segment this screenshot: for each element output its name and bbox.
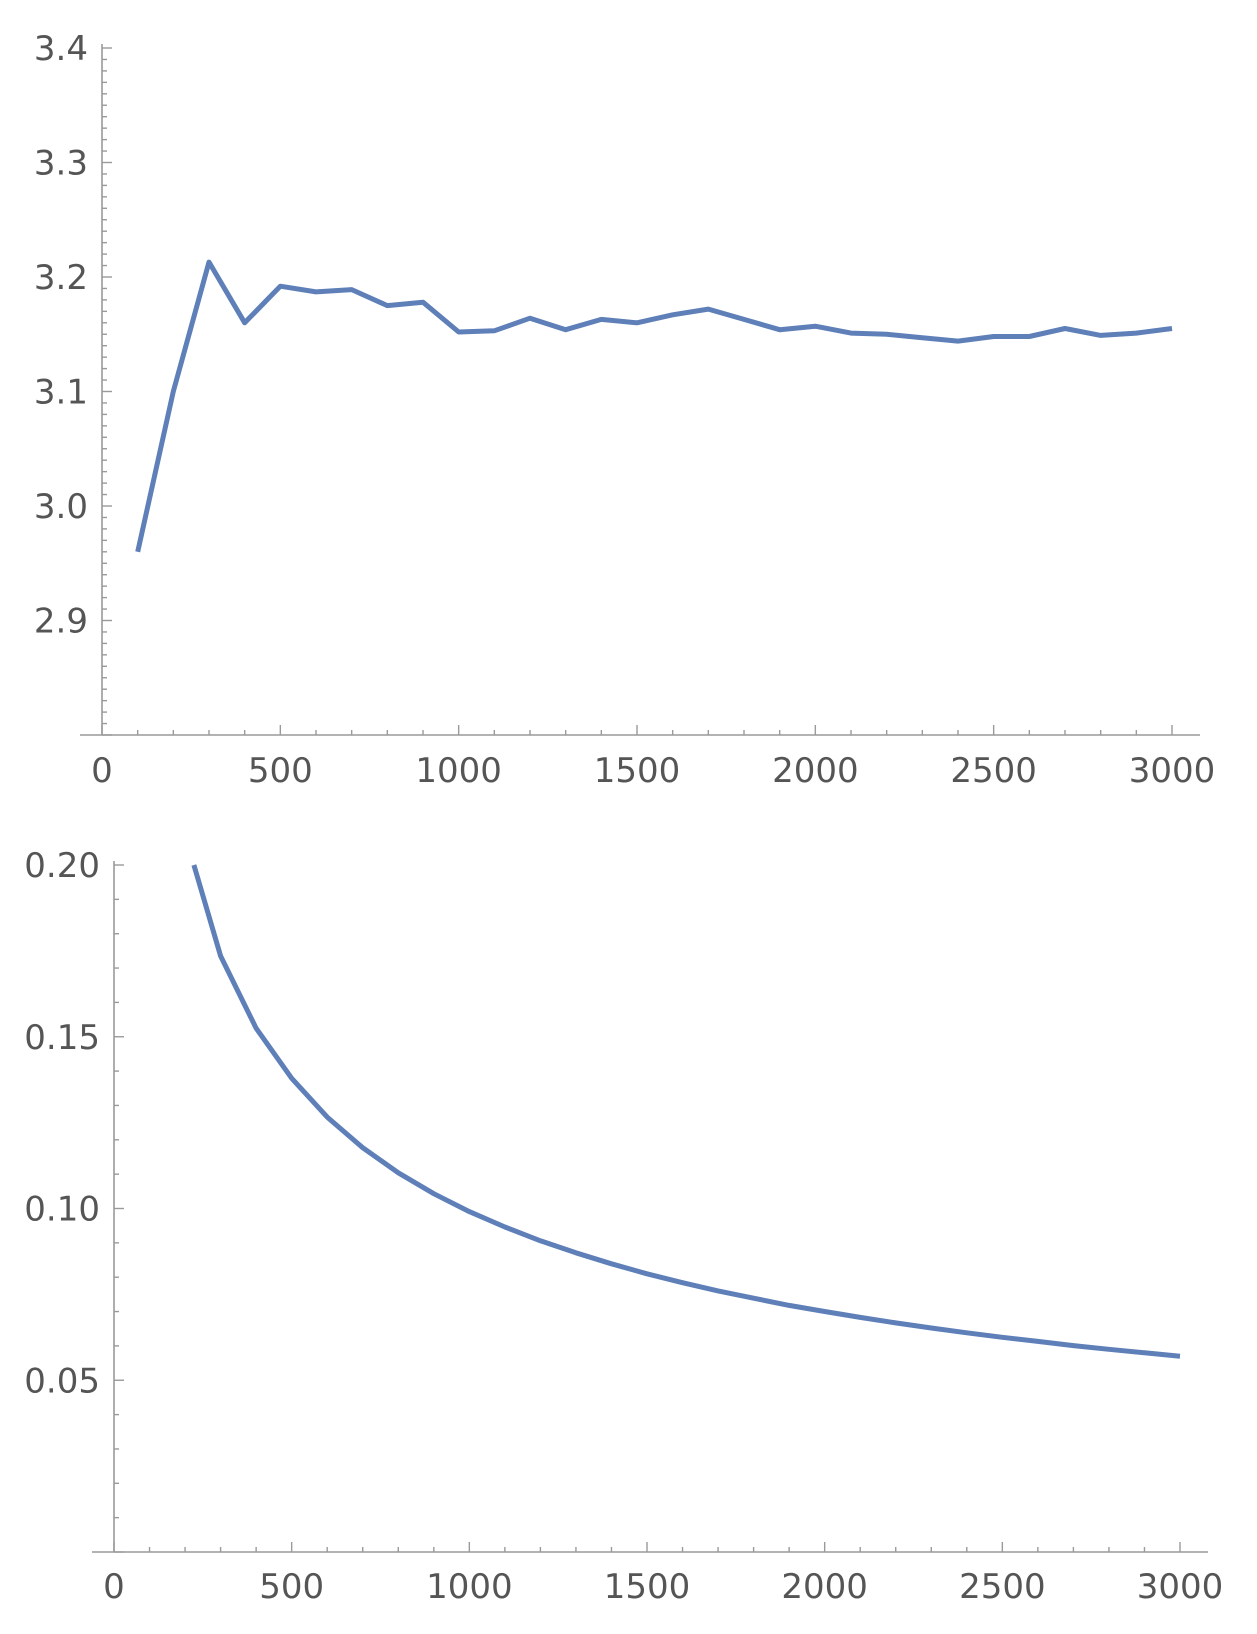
x-tick-label: 500	[259, 1567, 324, 1607]
y-tick-label: 0.15	[24, 1018, 100, 1058]
x-tick-label: 0	[103, 1567, 125, 1607]
bottom-chart: 0 500 1000 1500 2000 2500 3000 0.05 0.10 0.15 0.20	[24, 846, 1223, 1607]
x-tick-label: 3000	[1137, 1567, 1224, 1607]
y-tick-label: 2.9	[34, 602, 88, 642]
series-line	[135, 259, 1173, 553]
x-tick-label: 2500	[950, 751, 1037, 791]
y-tick-label: 3.2	[34, 258, 88, 298]
x-tick-label: 0	[91, 751, 113, 791]
y-tick-label: 0.20	[24, 846, 100, 886]
x-tick-label: 1500	[604, 1567, 691, 1607]
x-tick-label: 1500	[594, 751, 681, 791]
x-tick-label: 1000	[415, 751, 502, 791]
y-tick-label: 3.3	[34, 144, 88, 184]
x-tick-label: 2500	[959, 1567, 1046, 1607]
x-tick-label: 500	[248, 751, 313, 791]
top-chart: 0 500 1000 1500 2000 2500 3000 2.9 3.0 3.1 3.2 3.3 3…	[34, 29, 1215, 791]
y-tick-label: 3.0	[34, 487, 88, 527]
x-tick-label: 2000	[781, 1567, 868, 1607]
y-tick-label: 3.1	[34, 373, 88, 413]
series-line	[191, 864, 1181, 1359]
x-tick-label: 3000	[1129, 751, 1216, 791]
x-tick-label: 1000	[426, 1567, 513, 1607]
y-tick-label: 0.05	[24, 1361, 100, 1401]
y-tick-label: 0.10	[24, 1190, 100, 1230]
y-tick-label: 3.4	[34, 29, 88, 69]
x-tick-label: 2000	[772, 751, 859, 791]
